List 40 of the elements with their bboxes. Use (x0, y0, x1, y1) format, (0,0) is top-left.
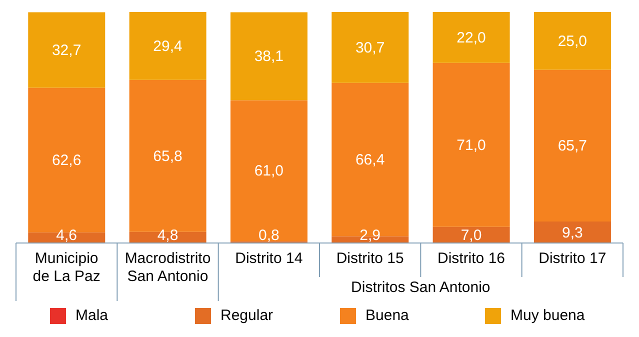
data-label: 62,6 (52, 152, 82, 170)
data-label: 61,0 (254, 162, 284, 180)
x-tick-label: Municipio de La Paz (32, 250, 100, 285)
x-tick-label: Distrito 17 (538, 250, 606, 267)
data-label: 66,4 (355, 152, 385, 169)
bar (28, 12, 106, 88)
data-label: 29,4 (153, 38, 182, 55)
legend-label: Regular (220, 307, 274, 324)
data-label: 38,1 (254, 48, 284, 66)
data-label: 7,0 (460, 227, 482, 244)
bar (432, 12, 510, 63)
x-tick-label: Distrito 15 (336, 250, 404, 267)
data-label: 32,7 (52, 42, 82, 59)
x-tick-label: Distrito 14 (235, 250, 303, 267)
data-label: 2,9 (360, 227, 381, 244)
bar (230, 100, 308, 242)
x-axis-title: Distritos San Antonio (350, 279, 492, 296)
data-label: 4,8 (157, 227, 178, 244)
bar (534, 12, 611, 70)
data-label: 65,7 (558, 138, 588, 155)
data-label: 71,0 (456, 136, 486, 154)
legend-label: Mala (76, 307, 108, 324)
bar (534, 222, 611, 243)
data-label: 4,6 (56, 227, 78, 244)
legend-label: Buena (366, 307, 409, 324)
bar (432, 62, 510, 227)
legend-label: Muy buena (510, 307, 585, 324)
bar (534, 70, 611, 222)
data-label: 65,8 (153, 148, 182, 165)
data-label: 9,3 (562, 224, 583, 242)
x-tick-label: Distrito 16 (437, 250, 506, 267)
x-tick-label: Macrodistrito San Antonio (124, 250, 211, 285)
data-label: 0,8 (258, 227, 280, 244)
bar (332, 12, 409, 83)
data-label: 30,7 (355, 39, 385, 56)
bar (432, 226, 510, 243)
bar (129, 12, 206, 80)
data-label: 25,0 (558, 32, 588, 50)
data-label: 22,0 (456, 29, 486, 46)
bar (230, 12, 308, 100)
